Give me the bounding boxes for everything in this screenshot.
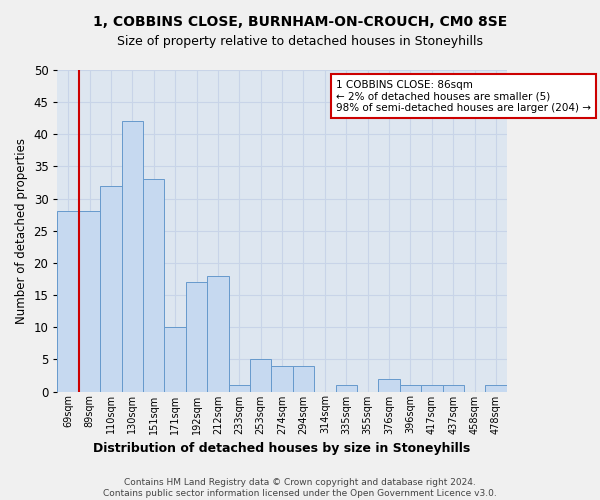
X-axis label: Distribution of detached houses by size in Stoneyhills: Distribution of detached houses by size …: [94, 442, 471, 455]
Bar: [485, 385, 507, 392]
Y-axis label: Number of detached properties: Number of detached properties: [15, 138, 28, 324]
Bar: [79, 212, 100, 392]
Bar: [186, 282, 207, 392]
Bar: [293, 366, 314, 392]
Bar: [379, 378, 400, 392]
Text: 1 COBBINS CLOSE: 86sqm
← 2% of detached houses are smaller (5)
98% of semi-detac: 1 COBBINS CLOSE: 86sqm ← 2% of detached …: [336, 80, 591, 113]
Text: 1, COBBINS CLOSE, BURNHAM-ON-CROUCH, CM0 8SE: 1, COBBINS CLOSE, BURNHAM-ON-CROUCH, CM0…: [93, 15, 507, 29]
Bar: [271, 366, 293, 392]
Bar: [250, 360, 271, 392]
Bar: [421, 385, 443, 392]
Bar: [229, 385, 250, 392]
Bar: [122, 122, 143, 392]
Text: Size of property relative to detached houses in Stoneyhills: Size of property relative to detached ho…: [117, 35, 483, 48]
Bar: [164, 327, 186, 392]
Text: Contains HM Land Registry data © Crown copyright and database right 2024.
Contai: Contains HM Land Registry data © Crown c…: [103, 478, 497, 498]
Bar: [400, 385, 421, 392]
Bar: [143, 180, 164, 392]
Bar: [207, 276, 229, 392]
Bar: [100, 186, 122, 392]
Bar: [58, 212, 79, 392]
Bar: [335, 385, 357, 392]
Bar: [443, 385, 464, 392]
